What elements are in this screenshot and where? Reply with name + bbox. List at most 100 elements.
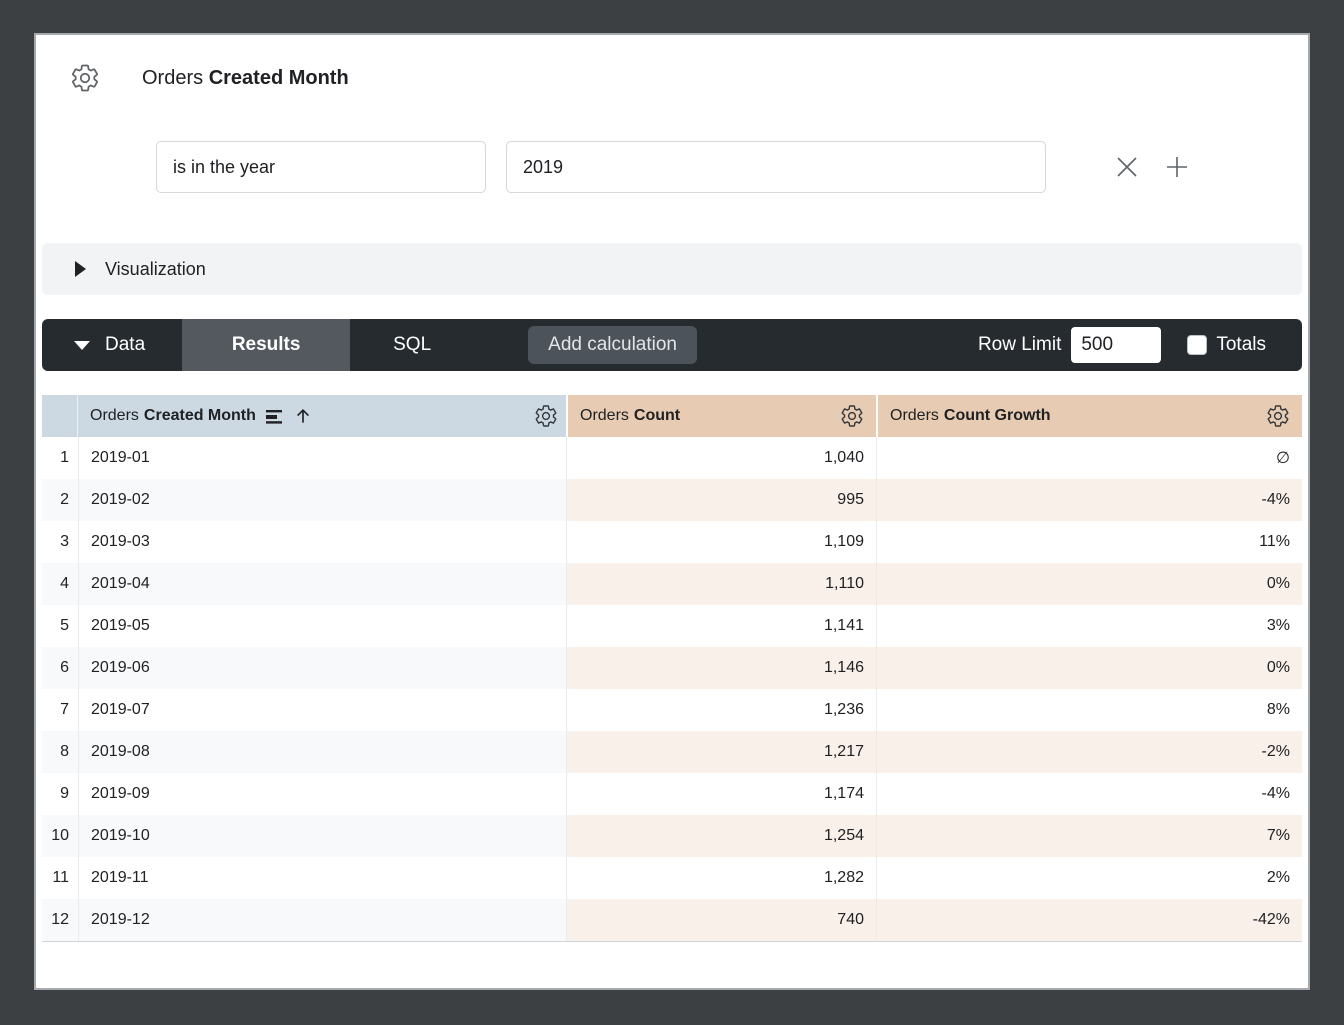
month-cell[interactable]: 2019-09: [78, 773, 566, 815]
table-row: 5 2019-05 1,141 3%: [42, 605, 1302, 647]
table-row: 2 2019-02 995 -4%: [42, 479, 1302, 521]
table-row: 4 2019-04 1,110 0%: [42, 563, 1302, 605]
month-cell[interactable]: 2019-12: [78, 899, 566, 941]
month-cell[interactable]: 2019-08: [78, 731, 566, 773]
count-cell[interactable]: 740: [566, 899, 876, 941]
growth-cell[interactable]: 3%: [876, 605, 1302, 647]
growth-cell[interactable]: -42%: [876, 899, 1302, 941]
growth-cell[interactable]: 8%: [876, 689, 1302, 731]
row-number-cell: 5: [60, 617, 69, 634]
arrow-up-icon: [296, 408, 309, 423]
count-cell[interactable]: 1,236: [566, 689, 876, 731]
count-cell[interactable]: 1,282: [566, 857, 876, 899]
tab-results[interactable]: Results: [182, 319, 351, 371]
results-table: Orders Created Month Orders Count Orders Co…: [42, 395, 1302, 942]
table-row: 12 2019-12 740 -42%: [42, 899, 1302, 941]
sort-bars-icon: [265, 409, 282, 424]
add-filter-button[interactable]: [1160, 150, 1194, 184]
toolbar-right-group: Row Limit Totals: [978, 327, 1266, 363]
page-title: Orders Created Month: [142, 67, 349, 90]
header-prefix: Orders: [890, 407, 939, 424]
row-limit-label: Row Limit: [977, 334, 1062, 355]
table-row: 6 2019-06 1,146 0%: [42, 647, 1302, 689]
gear-icon[interactable]: [840, 404, 864, 428]
caret-right-icon: [75, 261, 86, 277]
title-row: Orders Created Month: [42, 63, 1302, 93]
row-number-cell: 6: [42, 647, 78, 689]
month-cell[interactable]: 2019-10: [78, 815, 566, 857]
totals-label: Totals: [1216, 334, 1266, 355]
count-cell[interactable]: 1,109: [566, 521, 876, 563]
header-field: Created Month: [143, 407, 256, 424]
table-row: 1 2019-01 1,040 ∅: [42, 437, 1302, 479]
x-icon: [1117, 157, 1137, 177]
count-cell[interactable]: 1,217: [566, 731, 876, 773]
caret-down-icon[interactable]: [74, 340, 90, 350]
gear-icon[interactable]: [534, 404, 558, 428]
month-cell[interactable]: 2019-11: [78, 857, 566, 899]
row-number-cell: 2: [42, 479, 78, 521]
row-number-cell: 8: [42, 731, 78, 773]
header-prefix: Orders: [580, 407, 629, 424]
filter-row: [156, 141, 1302, 193]
filter-condition-input[interactable]: [156, 141, 486, 193]
growth-cell[interactable]: 7%: [876, 815, 1302, 857]
column-header-count[interactable]: Orders Count: [566, 395, 876, 437]
growth-cell[interactable]: ∅: [876, 437, 1302, 479]
header-field: Count: [633, 407, 681, 424]
visualization-label: Visualization: [105, 258, 206, 279]
table-row: 7 2019-07 1,236 8%: [42, 689, 1302, 731]
count-cell[interactable]: 995: [566, 479, 876, 521]
explore-panel: Orders Created Month Visualization Data …: [34, 33, 1310, 990]
header-field: Count Growth: [943, 407, 1051, 424]
count-cell[interactable]: 1,174: [566, 773, 876, 815]
data-section-label[interactable]: Data: [105, 334, 146, 355]
visualization-section-header[interactable]: Visualization: [42, 243, 1302, 295]
gear-icon[interactable]: [70, 63, 100, 93]
table-header-row: Orders Created Month Orders Count Orders Co…: [42, 395, 1302, 437]
month-cell[interactable]: 2019-07: [78, 689, 566, 731]
month-cell[interactable]: 2019-02: [78, 479, 566, 521]
growth-cell[interactable]: 0%: [876, 647, 1302, 689]
tab-sql[interactable]: SQL: [393, 334, 432, 355]
month-cell[interactable]: 2019-04: [78, 563, 566, 605]
growth-cell[interactable]: 0%: [876, 563, 1302, 605]
add-calculation-button[interactable]: Add calculation: [528, 326, 698, 364]
column-header-count-growth[interactable]: Orders Count Growth: [876, 395, 1302, 437]
table-row: 11 2019-11 1,282 2%: [42, 857, 1302, 899]
growth-cell[interactable]: -4%: [876, 773, 1302, 815]
count-cell[interactable]: 1,141: [566, 605, 876, 647]
month-cell[interactable]: 2019-06: [78, 647, 566, 689]
data-toolbar: Data Results SQL Add calculation Row Lim…: [42, 319, 1302, 371]
month-cell[interactable]: 2019-03: [78, 521, 566, 563]
row-limit-input[interactable]: [1071, 327, 1162, 363]
totals-checkbox[interactable]: [1187, 335, 1208, 355]
gear-icon[interactable]: [1266, 404, 1290, 428]
row-number-cell: 7: [60, 701, 69, 718]
table-row: 10 2019-10 1,254 7%: [42, 815, 1302, 857]
row-number-cell: 10: [42, 815, 78, 857]
growth-cell[interactable]: -4%: [876, 479, 1302, 521]
count-cell[interactable]: 1,146: [566, 647, 876, 689]
month-cell[interactable]: 2019-05: [78, 605, 566, 647]
column-header-created-month[interactable]: Orders Created Month: [78, 395, 566, 437]
count-cell[interactable]: 1,254: [566, 815, 876, 857]
month-cell[interactable]: 2019-01: [78, 437, 566, 479]
remove-filter-button[interactable]: [1110, 150, 1144, 184]
table-row: 3 2019-03 1,109 11%: [42, 521, 1302, 563]
title-view-name: Orders: [142, 66, 204, 89]
growth-cell[interactable]: -2%: [876, 731, 1302, 773]
table-row: 9 2019-09 1,174 -4%: [42, 773, 1302, 815]
row-number-header: [42, 395, 78, 437]
row-number-cell: 12: [42, 899, 78, 941]
row-number-cell: 11: [52, 869, 69, 886]
count-cell[interactable]: 1,040: [566, 437, 876, 479]
count-cell[interactable]: 1,110: [566, 563, 876, 605]
row-number-cell: 1: [60, 449, 69, 466]
title-field-name: Created Month: [208, 66, 349, 89]
growth-cell[interactable]: 2%: [876, 857, 1302, 899]
filter-value-input[interactable]: [506, 141, 1046, 193]
growth-cell[interactable]: 11%: [876, 521, 1302, 563]
header-prefix: Orders: [90, 407, 139, 424]
plus-icon: [1167, 157, 1187, 177]
